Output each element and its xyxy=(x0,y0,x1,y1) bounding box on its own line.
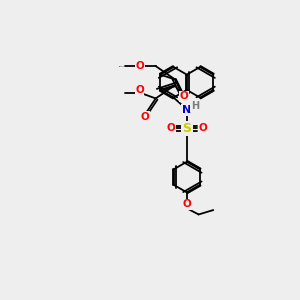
Text: N: N xyxy=(182,105,191,115)
Text: O: O xyxy=(140,112,149,122)
Text: O: O xyxy=(167,123,176,133)
Text: O: O xyxy=(179,91,188,101)
Text: O: O xyxy=(135,85,144,95)
Text: O: O xyxy=(182,199,191,209)
Text: S: S xyxy=(182,122,191,135)
Text: methoxy: methoxy xyxy=(119,65,125,67)
Text: O: O xyxy=(136,61,145,71)
Text: O: O xyxy=(198,123,207,133)
Text: H: H xyxy=(191,101,199,111)
